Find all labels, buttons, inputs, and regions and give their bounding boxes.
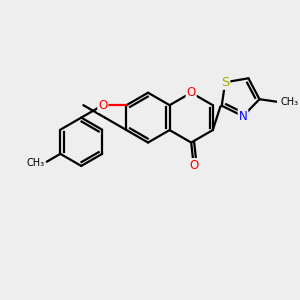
Text: CH₃: CH₃ [26, 158, 44, 168]
Text: O: O [187, 86, 196, 99]
Text: O: O [98, 99, 107, 112]
Text: O: O [189, 159, 198, 172]
Text: CH₃: CH₃ [280, 97, 298, 107]
Text: N: N [238, 110, 247, 123]
Text: S: S [221, 76, 229, 89]
